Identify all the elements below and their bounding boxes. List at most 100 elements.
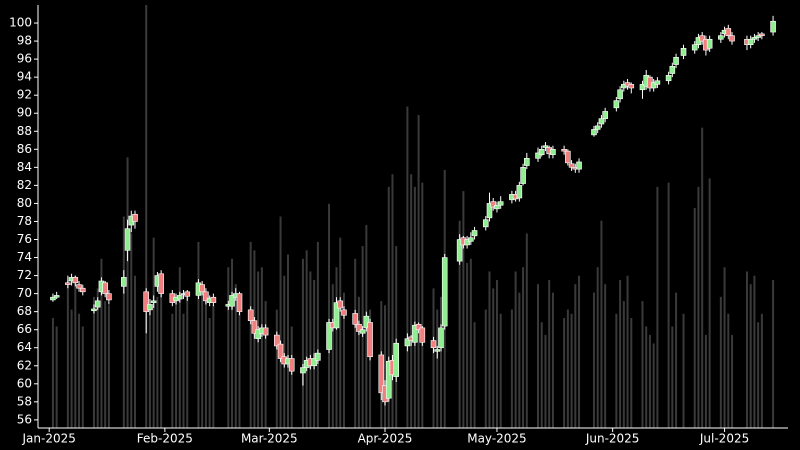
volume-bar <box>96 288 99 428</box>
candle-body <box>628 84 635 89</box>
y-tick-label: 96 <box>17 52 32 66</box>
candle-body <box>102 282 108 294</box>
volume-bar <box>410 174 413 428</box>
y-tick-label: 86 <box>17 142 32 156</box>
volume-bar <box>342 292 345 428</box>
volume-bar <box>421 182 424 428</box>
volume-bar <box>458 220 461 428</box>
y-tick-label: 98 <box>17 34 32 48</box>
volume-bar <box>260 267 263 428</box>
y-tick-label: 82 <box>17 178 32 192</box>
volume-bar <box>596 267 599 428</box>
volume-bar <box>387 186 390 428</box>
candle-body <box>542 145 549 148</box>
volume-bar <box>70 309 73 428</box>
volume-bar <box>540 322 543 428</box>
x-tick-label: Jun-2025 <box>585 432 640 446</box>
volume-bar <box>231 258 234 428</box>
candle-body <box>150 300 157 303</box>
volume-bar <box>492 288 495 428</box>
volume-bar <box>645 326 648 428</box>
candle-body <box>277 343 284 359</box>
volume-bar <box>339 237 342 428</box>
volume-bar <box>723 267 726 428</box>
volume-bar <box>656 186 659 428</box>
volume-bar <box>257 271 260 428</box>
volume-bar <box>652 343 655 428</box>
volume-bar <box>249 241 252 428</box>
volume-bar <box>772 279 775 428</box>
candle-body <box>147 304 153 311</box>
y-tick-label: 94 <box>17 70 32 84</box>
volume-bar <box>604 284 607 428</box>
y-tick-label: 76 <box>17 232 32 246</box>
volume-bar <box>600 220 603 428</box>
candle-body <box>747 38 754 45</box>
volume-bar <box>551 292 554 428</box>
volume-bar <box>570 313 573 428</box>
candle-body <box>311 358 317 367</box>
volume-bar <box>354 258 357 428</box>
candle-body <box>691 44 698 51</box>
candle-body <box>124 228 131 251</box>
candle-body <box>300 367 306 374</box>
volume-bar <box>264 301 267 428</box>
volume-bar <box>156 296 159 428</box>
volume-bar <box>484 309 487 428</box>
candle-body <box>456 239 463 262</box>
candle-body <box>53 295 60 298</box>
volume-bar <box>667 182 670 428</box>
volume-bar <box>182 313 185 428</box>
candle-body <box>482 219 489 228</box>
candle-body <box>367 322 373 358</box>
candle-body <box>404 338 411 347</box>
candle-body <box>591 129 597 136</box>
volume-bar <box>152 237 155 428</box>
candle-body <box>673 57 679 65</box>
volume-bar <box>107 305 110 428</box>
volume-bar <box>544 334 547 428</box>
candle-body <box>497 201 504 206</box>
volume-bar <box>675 292 678 428</box>
candle-body <box>650 82 657 89</box>
candle-body <box>199 284 205 293</box>
volume-bar <box>488 271 491 428</box>
volume-bar <box>309 271 312 428</box>
volume-bar <box>697 186 700 428</box>
candle-body <box>50 296 56 301</box>
candle-body <box>654 80 661 85</box>
volume-bar <box>648 334 651 428</box>
candle-body <box>341 309 347 316</box>
volume-bar <box>757 322 760 428</box>
candle-body <box>550 149 556 156</box>
volume-bar <box>238 305 241 428</box>
candle-body <box>535 152 541 159</box>
volume-bar <box>122 216 125 428</box>
volume-bar <box>466 263 469 428</box>
candle-body <box>337 300 344 309</box>
candle-body <box>94 300 101 308</box>
candle-body <box>538 149 545 156</box>
candle-body <box>359 329 366 334</box>
x-tick-label: Mar-2025 <box>241 432 298 446</box>
volume-bar <box>361 246 364 428</box>
volume-bar <box>186 296 189 428</box>
candle-body <box>132 213 138 222</box>
y-tick-label: 100 <box>9 16 32 30</box>
candle-body <box>288 358 295 372</box>
volume-bar <box>727 313 730 428</box>
volume-bar <box>301 258 304 428</box>
candle-body <box>524 158 530 166</box>
volume-bar <box>518 292 521 428</box>
volume-bar <box>731 334 734 428</box>
volume-bar <box>499 313 502 428</box>
volume-bar <box>212 305 215 428</box>
candle-body <box>385 360 392 399</box>
volume-bar <box>316 241 319 428</box>
volume-bar <box>469 258 472 428</box>
volume-bar <box>432 288 435 428</box>
candle-body <box>210 296 217 303</box>
volume-bar <box>335 267 338 428</box>
candle-body <box>486 203 493 219</box>
volume-bar <box>283 275 286 428</box>
